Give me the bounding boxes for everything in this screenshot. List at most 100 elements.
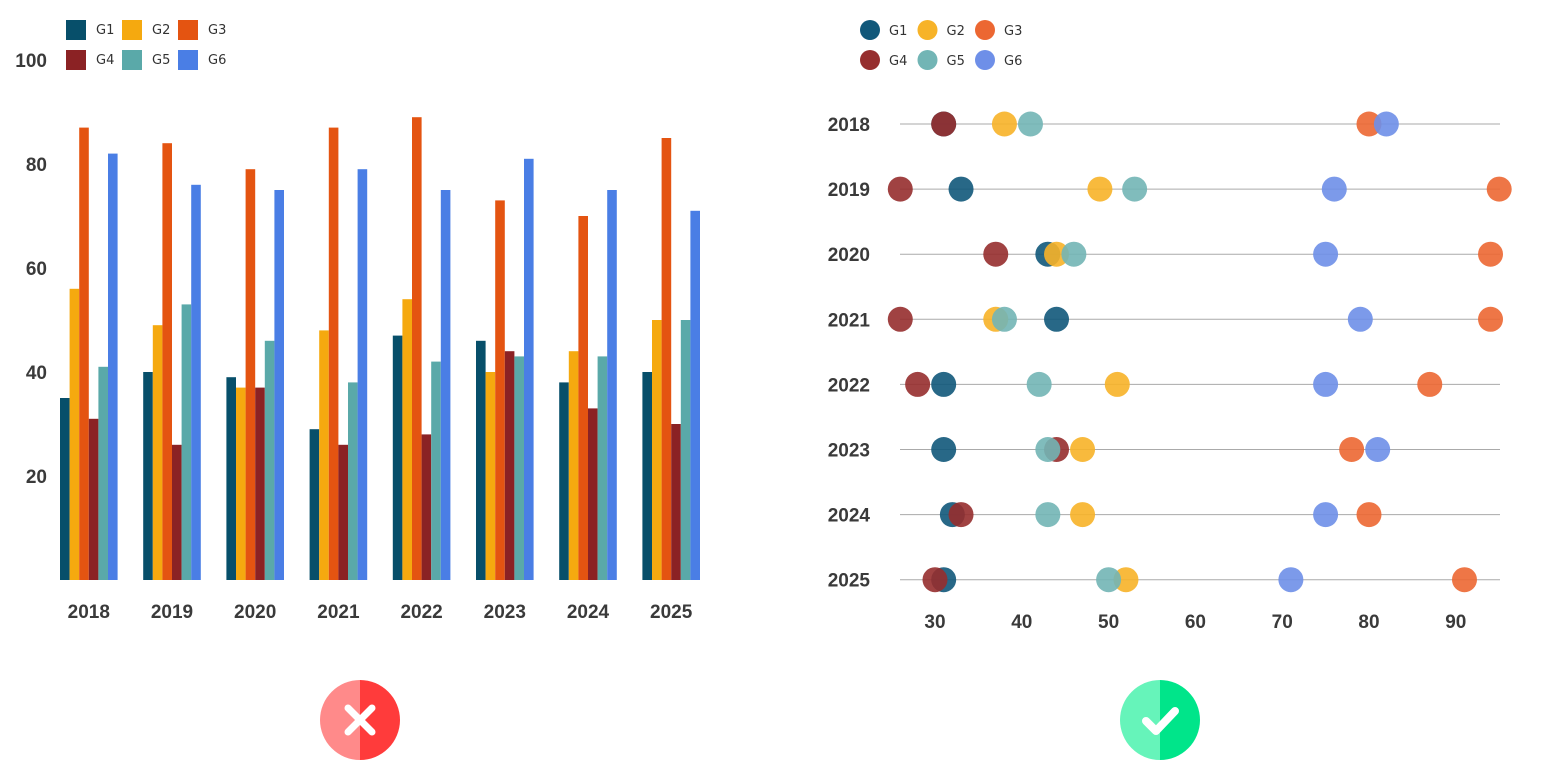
bar-y-tick-20: 20	[26, 467, 47, 488]
bar-2024-g2	[568, 351, 579, 580]
legend-swatch-g3	[178, 20, 198, 40]
dot-2024-g6	[1313, 502, 1339, 528]
bar-2020-g3	[245, 169, 256, 580]
dot-2019-g4	[887, 176, 913, 202]
dot-2023-g3	[1339, 437, 1365, 462]
dot-2024-g3	[1356, 502, 1382, 528]
bar-2023-g4	[504, 351, 515, 580]
bar-y-tick-40: 40	[26, 363, 47, 384]
dot-2024-g2	[1070, 502, 1096, 528]
bar-2018-g5	[98, 366, 108, 580]
legend-dot-g1	[860, 20, 880, 40]
bar-2020-g1	[226, 377, 236, 580]
bar-2018-g3	[79, 127, 89, 580]
bar-2022-g3	[412, 117, 422, 580]
bar-2023-g5	[514, 356, 524, 580]
legend-dot-g5	[917, 50, 938, 70]
legend-label-g1: G1	[96, 23, 114, 38]
bar-2019-g5	[181, 304, 192, 580]
legend-label-g4: G4	[889, 54, 907, 69]
dot-2025-g6	[1278, 567, 1304, 593]
dot-x-tick-50: 50	[1098, 612, 1119, 633]
bar-2025-g5	[680, 320, 691, 580]
dot-2019-g1	[948, 176, 974, 202]
dot-y-tick-2023: 2023	[828, 441, 870, 462]
dot-y-tick-2020: 2020	[828, 245, 870, 266]
wrong-badge	[320, 680, 400, 760]
dot-2025-g2	[1113, 567, 1139, 593]
legend-label-g1: G1	[889, 24, 907, 39]
dot-2023-g5	[1035, 437, 1061, 462]
bar-2022-g2	[402, 299, 412, 580]
bar-2022-g6	[440, 190, 451, 580]
bar-2023-g6	[524, 158, 534, 581]
dot-y-tick-2022: 2022	[828, 375, 870, 396]
bar-2021-g6	[357, 169, 368, 580]
bar-2025-g1	[642, 372, 652, 580]
legend-swatch-g5	[122, 50, 142, 70]
dot-2021-g5	[991, 306, 1017, 332]
legend-label-g2: G2	[947, 24, 965, 39]
legend-label-g4: G4	[96, 53, 114, 68]
dot-2021-g1	[1044, 306, 1070, 332]
bar-2020-g5	[264, 340, 275, 580]
dot-2023-g6	[1365, 437, 1391, 462]
legend-dot-g2	[917, 20, 938, 40]
bar-2019-g1	[143, 372, 153, 580]
dot-y-tick-2025: 2025	[828, 571, 871, 592]
dot-x-tick-80: 80	[1358, 612, 1379, 633]
bar-2019-g6	[191, 184, 201, 581]
bar-2021-g2	[319, 330, 329, 580]
dot-plot-chart: G1 G2 G3 G4 G5 G6 2018 2019 2020 2021 2022 2023 2024…	[828, 20, 1512, 633]
dot-2024-g5	[1035, 502, 1061, 528]
dot-2025-g4	[922, 567, 948, 593]
legend-swatch-g2	[122, 20, 142, 40]
dot-2020-g5	[1061, 241, 1087, 267]
bar-2022-g4	[421, 434, 432, 580]
bar-2018-g4	[88, 418, 99, 580]
dot-2018-g2	[991, 111, 1017, 137]
dot-2019-g2	[1087, 176, 1113, 202]
bar-x-tick-2025: 2025	[650, 602, 693, 623]
bar-y-tick-80: 80	[26, 155, 47, 176]
dot-2022-g6	[1313, 371, 1339, 397]
dot-2021-g3	[1478, 306, 1504, 332]
bar-2025-g3	[661, 138, 672, 580]
legend-label-g5: G5	[947, 54, 965, 69]
bar-2021-g5	[348, 382, 358, 580]
dot-2019-g3	[1486, 176, 1512, 202]
dot-2023-g1	[931, 437, 957, 462]
dot-y-tick-2019: 2019	[828, 180, 870, 201]
dot-2022-g1	[931, 371, 957, 397]
bar-2025-g4	[671, 424, 681, 580]
dot-2020-g3	[1478, 241, 1504, 267]
legend-label-g6: G6	[208, 53, 226, 68]
bar-x-tick-2023: 2023	[484, 602, 526, 623]
legend-swatch-g1	[66, 20, 86, 40]
dot-2022-g3	[1417, 371, 1443, 397]
bar-x-tick-2021: 2021	[317, 602, 360, 623]
bar-2018-g6	[108, 153, 118, 580]
bar-y-tick-60: 60	[26, 259, 47, 280]
dot-2022-g4	[905, 371, 931, 397]
bar-2024-g5	[597, 356, 608, 580]
dot-2020-g2	[1044, 241, 1070, 267]
dot-y-tick-2024: 2024	[828, 506, 871, 527]
dot-2018-g6	[1373, 111, 1399, 137]
bar-2019-g2	[152, 325, 163, 580]
check-icon	[1142, 707, 1179, 735]
legend-swatch-g6	[178, 50, 198, 70]
bar-2018-g2	[69, 288, 80, 580]
legend-label-g3: G3	[1004, 24, 1022, 39]
dot-2022-g5	[1026, 371, 1052, 397]
dot-y-tick-2018: 2018	[828, 115, 870, 136]
dot-x-tick-90: 90	[1445, 612, 1466, 633]
bar-2021-g4	[338, 444, 348, 580]
dot-2018-g3	[1356, 111, 1382, 137]
dot-x-tick-70: 70	[1272, 612, 1293, 633]
bar-2023-g1	[476, 340, 486, 580]
dot-2021-g6	[1347, 306, 1373, 332]
dot-2020-g6	[1313, 241, 1339, 267]
bar-x-tick-2022: 2022	[400, 602, 442, 623]
